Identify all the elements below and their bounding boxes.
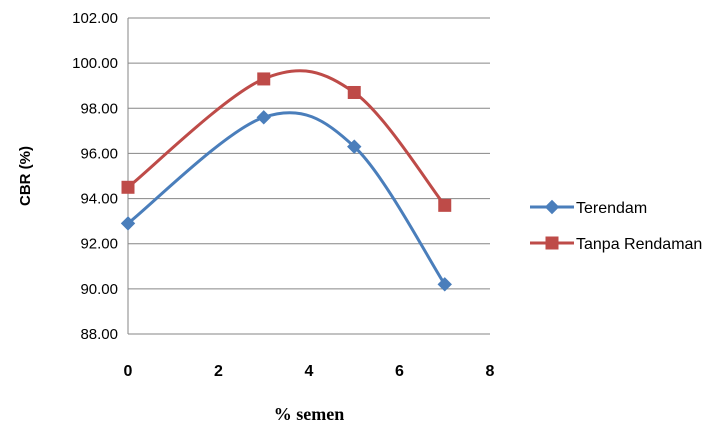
y-axis-label: CBR (%) <box>17 146 34 206</box>
y-tick-label: 102.00 <box>72 10 118 27</box>
x-axis-label: % semen <box>274 404 345 424</box>
x-tick-label: 8 <box>486 363 495 380</box>
gridlines <box>128 17 490 335</box>
y-tick-label: 100.00 <box>72 55 118 72</box>
x-tick-label: 6 <box>395 363 404 380</box>
series-1 <box>120 110 452 292</box>
data-point <box>121 180 135 194</box>
y-tick-label: 90.00 <box>80 281 118 298</box>
data-point <box>438 198 452 212</box>
x-axis-ticks: 0 2 4 6 8 <box>124 363 495 380</box>
legend: Terendam Tanpa Rendaman <box>530 199 702 253</box>
data-point <box>257 72 271 86</box>
y-tick-label: 96.00 <box>80 145 118 162</box>
series-2 <box>121 69 452 212</box>
data-point <box>437 277 452 292</box>
data-point <box>256 110 271 125</box>
x-tick-label: 0 <box>124 363 133 380</box>
x-tick-label: 4 <box>305 363 314 380</box>
data-point <box>347 139 362 154</box>
y-tick-label: 88.00 <box>80 326 118 343</box>
legend-marker <box>545 236 559 250</box>
series-group <box>120 69 452 292</box>
data-point <box>347 85 361 99</box>
x-tick-label: 2 <box>214 363 223 380</box>
series-line <box>126 111 447 286</box>
legend-item-2: Tanpa Rendaman <box>530 236 702 253</box>
data-point <box>120 216 136 231</box>
legend-label: Tanpa Rendaman <box>576 236 702 253</box>
legend-item-1: Terendam <box>530 199 647 217</box>
series-line <box>126 69 447 207</box>
legend-marker <box>544 199 560 215</box>
y-tick-label: 98.00 <box>80 100 118 117</box>
legend-label: Terendam <box>576 200 647 217</box>
y-axis-ticks: 88.00 90.00 92.00 94.00 96.00 98.00 100.00 102.… <box>72 10 118 343</box>
y-tick-label: 92.00 <box>80 236 118 253</box>
y-tick-label: 94.00 <box>80 191 118 208</box>
